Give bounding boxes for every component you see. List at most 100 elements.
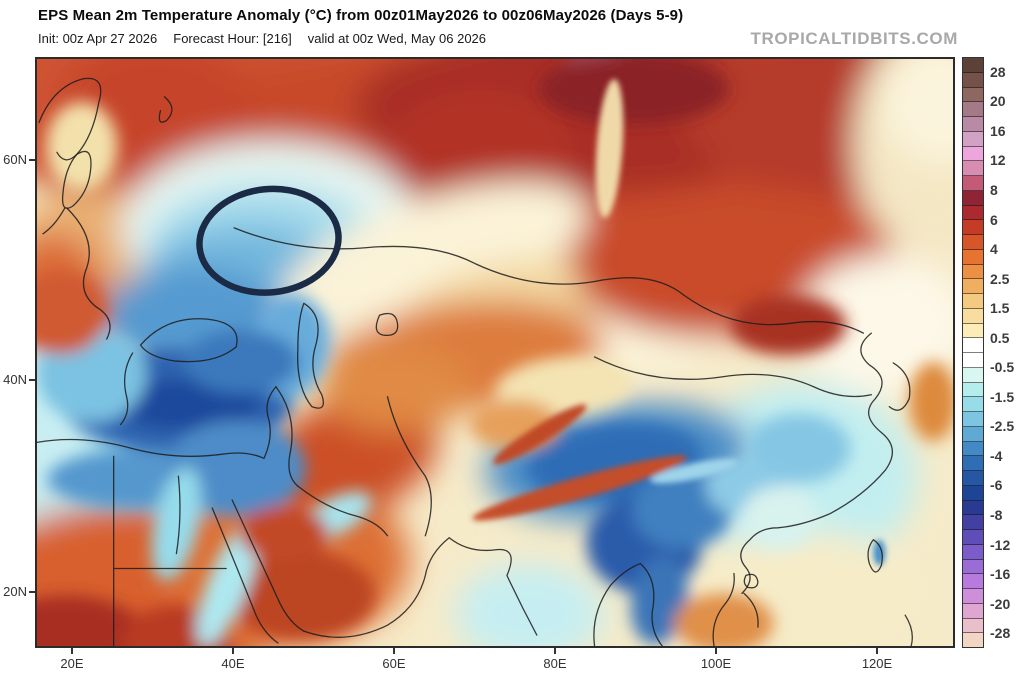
y-axis-label: 60N bbox=[3, 152, 27, 167]
temperature-anomaly-map bbox=[37, 59, 953, 646]
x-axis-label: 40E bbox=[221, 656, 245, 671]
anomaly-blob bbox=[472, 455, 687, 521]
anomaly-blob bbox=[455, 563, 605, 646]
colorbar-tick-label: -2.5 bbox=[990, 418, 1015, 435]
colorbar-cell bbox=[963, 485, 983, 501]
colorbar-cell bbox=[963, 353, 983, 368]
colorbar-cell bbox=[963, 72, 983, 88]
x-axis-label: 80E bbox=[543, 656, 567, 671]
border-path bbox=[211, 507, 279, 644]
colorbar-cell bbox=[963, 220, 983, 235]
colorbar-tick-label: 16 bbox=[990, 122, 1006, 139]
colorbar-cell bbox=[963, 102, 983, 117]
tropicaltidbits-watermark: TROPICALTIDBITS.COM bbox=[750, 29, 958, 48]
colorbar-cell bbox=[963, 176, 983, 191]
anomaly-blob bbox=[37, 595, 152, 646]
y-axis-label: 40N bbox=[3, 372, 27, 387]
x-axis-tick bbox=[876, 648, 878, 654]
border-path bbox=[888, 362, 911, 411]
border-path bbox=[867, 539, 883, 573]
y-axis-label: 20N bbox=[3, 584, 27, 599]
colorbar-cell bbox=[963, 264, 983, 280]
colorbar-cell bbox=[963, 544, 983, 560]
colorbar-cell bbox=[963, 603, 983, 619]
run-info: Init: 00z Apr 27 2026 Forecast Hour: [216… bbox=[38, 31, 502, 46]
anomaly-blob bbox=[183, 330, 299, 394]
colorbar-cell bbox=[963, 117, 983, 132]
colorbar-cell bbox=[963, 618, 983, 634]
anomaly-blob bbox=[883, 59, 953, 164]
x-axis-label: 60E bbox=[382, 656, 406, 671]
border-path bbox=[297, 485, 389, 537]
border-path bbox=[37, 386, 277, 460]
border-path bbox=[303, 536, 538, 638]
border-path bbox=[296, 302, 325, 409]
colorbar-cell bbox=[963, 456, 983, 471]
colorbar-cell bbox=[963, 146, 983, 162]
y-axis-tick bbox=[29, 159, 35, 161]
forecast-hour: Forecast Hour: [216] bbox=[173, 31, 292, 46]
anomaly-blob bbox=[873, 539, 886, 566]
border-path bbox=[42, 207, 66, 235]
colorbar-tick-label: -4 bbox=[990, 447, 1003, 464]
colorbar bbox=[962, 57, 984, 648]
border-path bbox=[743, 573, 759, 589]
y-axis-tick bbox=[29, 591, 35, 593]
border-path bbox=[61, 150, 92, 209]
anomaly-blob bbox=[151, 467, 201, 581]
anomaly-blob bbox=[595, 79, 624, 218]
colorbar-tick-label: -16 bbox=[990, 566, 1011, 583]
colorbar-cell bbox=[963, 426, 983, 442]
anomaly-blob bbox=[674, 593, 774, 646]
colorbar-cell bbox=[963, 633, 983, 647]
colorbar-cell bbox=[963, 279, 983, 294]
x-axis-label: 120E bbox=[861, 656, 893, 671]
colorbar-cell bbox=[963, 589, 983, 604]
border-path bbox=[119, 352, 134, 426]
colorbar-cell bbox=[963, 161, 983, 176]
colorbar-tick-label: -8 bbox=[990, 507, 1003, 524]
colorbar-tick-label: 1.5 bbox=[990, 300, 1010, 317]
map-frame bbox=[35, 57, 955, 648]
border-path bbox=[231, 499, 305, 632]
colorbar-tick-label: -0.5 bbox=[990, 359, 1015, 376]
colorbar-cell bbox=[963, 367, 983, 383]
border-path bbox=[740, 332, 893, 595]
border-path bbox=[233, 227, 865, 334]
colorbar-cell bbox=[963, 58, 983, 73]
x-axis-tick bbox=[393, 648, 395, 654]
colorbar-cell bbox=[963, 87, 983, 103]
x-axis-tick bbox=[554, 648, 556, 654]
page-title: EPS Mean 2m Temperature Anomaly (°C) fro… bbox=[38, 7, 684, 24]
border-path bbox=[593, 562, 663, 646]
anomaly-blob bbox=[45, 101, 118, 192]
colorbar-cell bbox=[963, 515, 983, 530]
border-path bbox=[158, 96, 173, 123]
anomaly-blob bbox=[746, 413, 851, 484]
border-path bbox=[113, 455, 227, 646]
border-path bbox=[712, 572, 759, 646]
border-path bbox=[38, 77, 102, 161]
colorbar-tick-label: 8 bbox=[990, 181, 998, 198]
colorbar-cell bbox=[963, 441, 983, 457]
highlight-ellipse-annotation bbox=[196, 185, 342, 296]
border-path bbox=[66, 207, 111, 340]
anomaly-blob bbox=[730, 295, 847, 355]
colorbar-tick-label: 28 bbox=[990, 63, 1006, 80]
colorbar-tick-label: -12 bbox=[990, 536, 1011, 553]
border-path bbox=[593, 356, 873, 398]
colorbar-tick-label: -6 bbox=[990, 477, 1003, 494]
border-path bbox=[375, 312, 399, 337]
anomaly-blob bbox=[650, 459, 738, 484]
x-axis-tick bbox=[232, 648, 234, 654]
anomaly-blob bbox=[630, 556, 688, 645]
colorbar-cell bbox=[963, 500, 983, 516]
anomaly-blob bbox=[239, 505, 329, 562]
anomaly-blob bbox=[226, 550, 376, 641]
border-path bbox=[275, 386, 432, 537]
colorbar-tick-label: -1.5 bbox=[990, 388, 1015, 405]
colorbar-cell bbox=[963, 574, 983, 589]
colorbar-tick-label: 0.5 bbox=[990, 329, 1010, 346]
anomaly-blob bbox=[798, 255, 953, 395]
